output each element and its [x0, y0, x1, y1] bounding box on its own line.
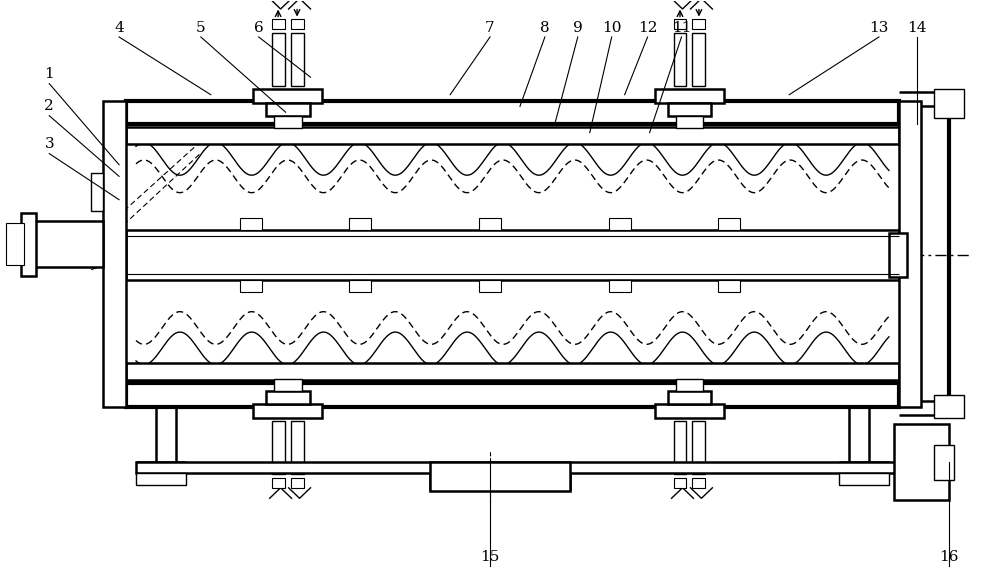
Bar — [291, 19, 304, 29]
Text: 14: 14 — [907, 21, 927, 35]
Bar — [349, 219, 371, 230]
Bar — [291, 478, 304, 488]
Text: 5: 5 — [196, 21, 206, 35]
Bar — [240, 219, 262, 230]
Text: 13: 13 — [869, 21, 889, 35]
Bar — [676, 116, 703, 128]
Bar — [91, 173, 103, 212]
Bar — [692, 421, 705, 474]
Bar — [21, 213, 36, 275]
Bar — [934, 395, 964, 418]
Bar — [272, 421, 285, 474]
Bar — [692, 19, 705, 29]
Bar — [349, 280, 371, 292]
Bar — [692, 478, 705, 488]
Text: 16: 16 — [939, 550, 958, 564]
Bar — [934, 445, 954, 479]
Bar — [674, 478, 686, 488]
Bar — [889, 233, 907, 277]
Text: 4: 4 — [114, 21, 124, 35]
Bar — [609, 280, 631, 292]
Bar — [674, 19, 686, 29]
Bar — [676, 379, 703, 391]
Bar — [674, 421, 686, 474]
Bar — [31, 222, 103, 267]
Bar — [274, 379, 302, 391]
Bar — [253, 404, 322, 418]
Bar — [274, 116, 302, 128]
Bar — [291, 421, 304, 474]
Text: 7: 7 — [485, 21, 495, 35]
Bar — [718, 280, 740, 292]
Bar — [126, 230, 899, 280]
Bar — [718, 219, 740, 230]
Text: 15: 15 — [480, 550, 500, 564]
Bar — [839, 473, 889, 485]
Bar — [253, 89, 322, 104]
Bar — [479, 219, 501, 230]
Bar — [272, 478, 285, 488]
Text: 3: 3 — [44, 137, 54, 151]
Bar — [266, 104, 310, 116]
Bar — [291, 33, 304, 86]
Text: 6: 6 — [254, 21, 264, 35]
Bar — [126, 101, 899, 124]
Bar — [692, 33, 705, 86]
Bar — [479, 280, 501, 292]
Bar — [126, 383, 899, 407]
Text: 12: 12 — [638, 21, 657, 35]
Bar — [668, 104, 711, 116]
Bar — [899, 101, 921, 407]
Bar — [668, 391, 711, 404]
Text: 8: 8 — [540, 21, 550, 35]
Text: 1: 1 — [44, 67, 54, 81]
Bar — [136, 473, 186, 485]
Bar — [655, 89, 724, 104]
Bar — [655, 404, 724, 418]
Bar — [136, 462, 899, 473]
Bar — [126, 127, 899, 144]
Bar — [674, 33, 686, 86]
Bar — [609, 219, 631, 230]
Bar — [6, 223, 24, 265]
Text: 11: 11 — [672, 21, 691, 35]
Bar — [272, 19, 285, 29]
Text: 2: 2 — [44, 100, 54, 113]
Bar — [894, 424, 949, 500]
Bar — [126, 363, 899, 380]
Bar — [272, 33, 285, 86]
Bar — [430, 462, 570, 491]
Bar — [266, 391, 310, 404]
Bar — [934, 89, 964, 118]
Text: 9: 9 — [573, 21, 583, 35]
Text: 10: 10 — [602, 21, 621, 35]
Bar — [103, 101, 126, 407]
Bar — [240, 280, 262, 292]
